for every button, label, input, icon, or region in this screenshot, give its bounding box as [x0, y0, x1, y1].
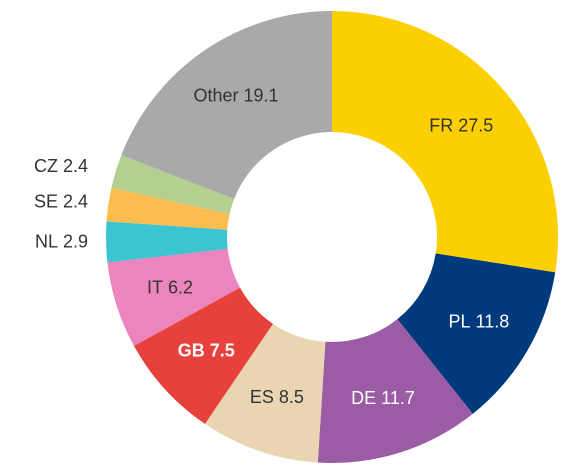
- label-category: PL: [448, 311, 470, 331]
- slice: [397, 253, 556, 414]
- slice-label: IT 6.2: [147, 277, 193, 297]
- label-category: Other: [193, 85, 238, 105]
- slice: [317, 319, 473, 464]
- slice-label: SE 2.4: [34, 191, 88, 211]
- label-category: CZ: [34, 156, 58, 176]
- label-category: FR: [429, 115, 453, 135]
- label-category: SE: [34, 191, 58, 211]
- label-value: 6.2: [168, 277, 193, 297]
- slice: [106, 187, 230, 230]
- slice: [107, 248, 240, 346]
- slice: [106, 221, 228, 263]
- label-value: 11.7: [381, 388, 415, 408]
- label-value: 2.9: [63, 231, 88, 251]
- slice-label: PL 11.8: [448, 311, 509, 331]
- label-value: 2.4: [63, 156, 88, 176]
- slice: [332, 11, 559, 273]
- label-category: GB: [178, 340, 205, 360]
- label-value: 2.4: [63, 191, 88, 211]
- slice: [133, 287, 273, 424]
- slice-label: NL 2.9: [35, 231, 88, 251]
- label-value: 7.5: [210, 340, 235, 360]
- label-value: 19.1: [243, 85, 278, 105]
- slice-label: FR 27.5: [429, 115, 493, 135]
- slice-label: CZ 2.4: [34, 156, 88, 176]
- label-category: IT: [147, 277, 163, 297]
- slice-label: GB 7.5: [178, 340, 235, 360]
- label-category: NL: [35, 231, 58, 251]
- slice-label: DE 11.7: [351, 388, 415, 408]
- slice: [204, 323, 326, 463]
- label-value: 27.5: [458, 115, 493, 135]
- slice: [121, 11, 332, 199]
- label-value: 8.5: [279, 387, 304, 407]
- label-value: 11.8: [476, 311, 510, 331]
- slice: [111, 155, 235, 215]
- slice-label: Other 19.1: [193, 85, 278, 105]
- slice-label: ES 8.5: [250, 387, 304, 407]
- label-category: ES: [250, 387, 274, 407]
- label-category: DE: [351, 388, 376, 408]
